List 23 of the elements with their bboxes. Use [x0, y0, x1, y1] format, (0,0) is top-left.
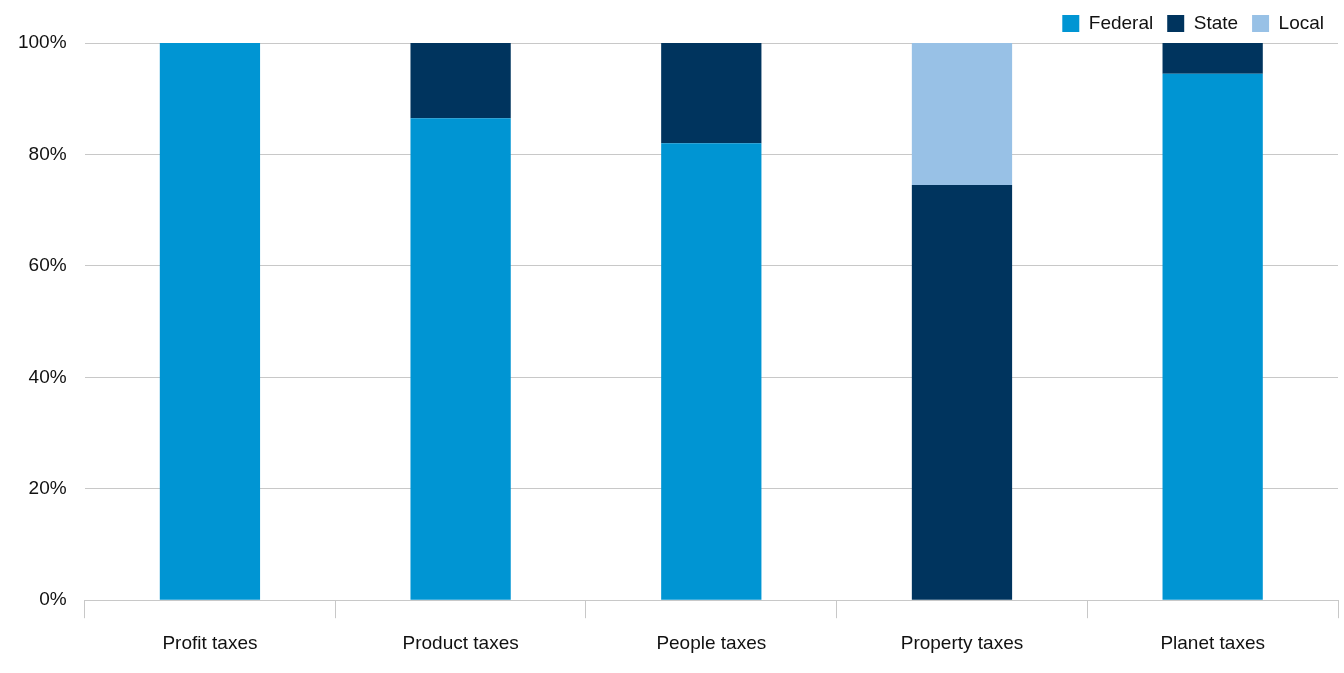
y-tick-label: 0% [39, 588, 67, 610]
bar [410, 43, 511, 119]
bar [410, 118, 511, 600]
legend-label: Federal [1088, 11, 1154, 33]
y-tick-label: 40% [28, 365, 67, 387]
y-tick-label: 20% [28, 476, 67, 498]
bar [911, 43, 1013, 186]
bar [1162, 73, 1263, 600]
y-tick-label: 80% [28, 142, 67, 164]
bar [159, 43, 261, 600]
bar [661, 143, 762, 600]
y-tick-label: 100% [17, 31, 67, 53]
x-tick-label: Property taxes [900, 631, 1024, 653]
x-tick-label: Planet taxes [1160, 631, 1265, 653]
bar [911, 185, 1013, 600]
x-tick-label: People taxes [656, 631, 767, 653]
x-tick-label: Product taxes [402, 631, 519, 653]
x-tick-label: Profit taxes [162, 631, 258, 653]
bar [1162, 43, 1263, 74]
bar [661, 43, 762, 144]
legend-label: State [1193, 11, 1239, 33]
y-tick-label: 60% [28, 254, 67, 276]
legend-label: Local [1278, 11, 1324, 33]
